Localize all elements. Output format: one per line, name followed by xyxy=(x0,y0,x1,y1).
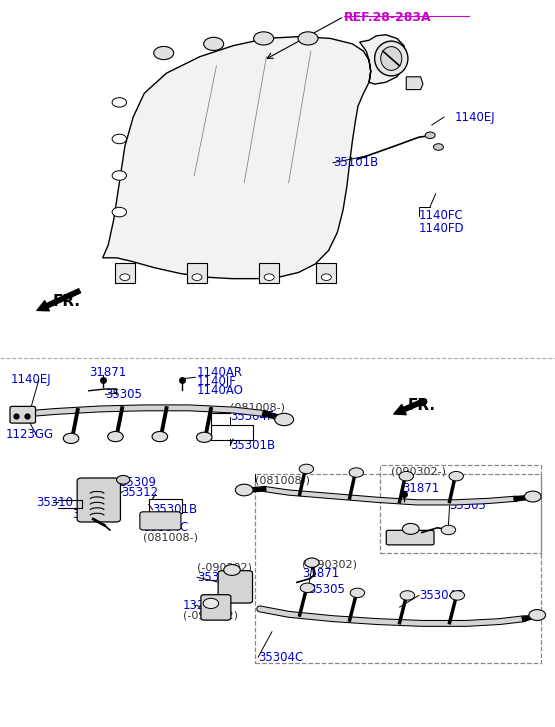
Circle shape xyxy=(154,47,174,60)
Text: (081008-): (081008-) xyxy=(143,532,198,542)
Text: FR.: FR. xyxy=(53,294,80,309)
Circle shape xyxy=(275,413,294,426)
Text: 1140FD: 1140FD xyxy=(419,222,465,235)
Text: 1140AO: 1140AO xyxy=(197,385,244,397)
Text: (-090302): (-090302) xyxy=(197,563,252,573)
Text: 35310: 35310 xyxy=(36,496,73,509)
Text: 1140AR: 1140AR xyxy=(197,366,243,379)
Text: 35304F: 35304F xyxy=(230,411,274,423)
Circle shape xyxy=(299,464,314,474)
Bar xyxy=(187,263,207,284)
Circle shape xyxy=(120,274,130,281)
Bar xyxy=(149,499,182,513)
PathPatch shape xyxy=(103,35,406,278)
Circle shape xyxy=(63,433,79,443)
Bar xyxy=(255,475,541,663)
Circle shape xyxy=(224,564,240,576)
Bar xyxy=(259,263,279,284)
Circle shape xyxy=(112,207,127,217)
Circle shape xyxy=(108,431,123,441)
Text: 35101B: 35101B xyxy=(333,156,379,169)
Text: 35305: 35305 xyxy=(450,499,486,513)
Bar xyxy=(380,465,541,553)
Circle shape xyxy=(264,274,274,281)
Text: 1123GG: 1123GG xyxy=(6,428,54,441)
Circle shape xyxy=(529,609,546,621)
Text: (081008-): (081008-) xyxy=(255,475,310,486)
Bar xyxy=(115,263,135,284)
Circle shape xyxy=(399,472,413,481)
Text: FR.: FR. xyxy=(408,398,436,413)
Circle shape xyxy=(235,484,253,496)
Circle shape xyxy=(305,558,319,567)
Circle shape xyxy=(402,523,419,534)
Text: 35301B: 35301B xyxy=(230,439,275,451)
Circle shape xyxy=(112,171,127,180)
Text: (081008-): (081008-) xyxy=(230,403,285,413)
Text: 35312: 35312 xyxy=(121,486,158,499)
Bar xyxy=(316,263,336,284)
Text: 1140EJ: 1140EJ xyxy=(455,111,496,124)
Circle shape xyxy=(204,37,224,50)
Text: 1327AC: 1327AC xyxy=(183,599,229,611)
Text: (-090302): (-090302) xyxy=(302,559,357,569)
Circle shape xyxy=(321,274,331,281)
Circle shape xyxy=(254,32,274,45)
Text: 1140FC: 1140FC xyxy=(419,209,464,222)
FancyBboxPatch shape xyxy=(218,571,253,603)
Ellipse shape xyxy=(381,47,402,71)
Circle shape xyxy=(152,431,168,441)
Circle shape xyxy=(400,590,415,601)
Circle shape xyxy=(112,134,127,144)
Text: 35309: 35309 xyxy=(119,476,157,489)
Circle shape xyxy=(112,97,127,107)
Text: 35305: 35305 xyxy=(308,583,345,596)
FancyBboxPatch shape xyxy=(140,512,181,530)
Circle shape xyxy=(524,491,541,502)
Text: 31871: 31871 xyxy=(302,567,340,580)
Circle shape xyxy=(450,590,465,601)
Text: 31871: 31871 xyxy=(402,483,440,495)
Text: (090302-): (090302-) xyxy=(391,467,446,477)
FancyBboxPatch shape xyxy=(77,478,120,522)
Text: 35304C: 35304C xyxy=(143,521,189,534)
Circle shape xyxy=(349,468,364,478)
Text: 35304C: 35304C xyxy=(258,651,304,664)
FancyBboxPatch shape xyxy=(201,595,231,620)
Circle shape xyxy=(350,588,365,598)
FancyBboxPatch shape xyxy=(386,531,434,545)
FancyBboxPatch shape xyxy=(10,406,36,423)
Text: REF.28-283A: REF.28-283A xyxy=(344,11,432,24)
Circle shape xyxy=(441,525,456,535)
Circle shape xyxy=(203,598,219,608)
Circle shape xyxy=(449,472,463,481)
Text: 35301B: 35301B xyxy=(197,571,242,584)
Text: 35301B: 35301B xyxy=(153,503,198,516)
Text: (-090302): (-090302) xyxy=(183,610,238,620)
Circle shape xyxy=(192,274,202,281)
Bar xyxy=(211,425,253,440)
Text: 35305: 35305 xyxy=(105,388,142,401)
Circle shape xyxy=(433,144,443,150)
Circle shape xyxy=(117,475,130,484)
PathPatch shape xyxy=(406,77,423,89)
Text: 1140EJ: 1140EJ xyxy=(11,374,52,386)
Circle shape xyxy=(196,432,212,442)
Text: 1140JF: 1140JF xyxy=(197,375,237,388)
Circle shape xyxy=(298,32,318,45)
Text: 35304F: 35304F xyxy=(419,589,463,602)
Text: 35312: 35312 xyxy=(72,508,109,521)
Ellipse shape xyxy=(375,41,408,76)
Circle shape xyxy=(300,583,315,593)
Text: 31871: 31871 xyxy=(89,366,127,379)
Circle shape xyxy=(425,132,435,139)
